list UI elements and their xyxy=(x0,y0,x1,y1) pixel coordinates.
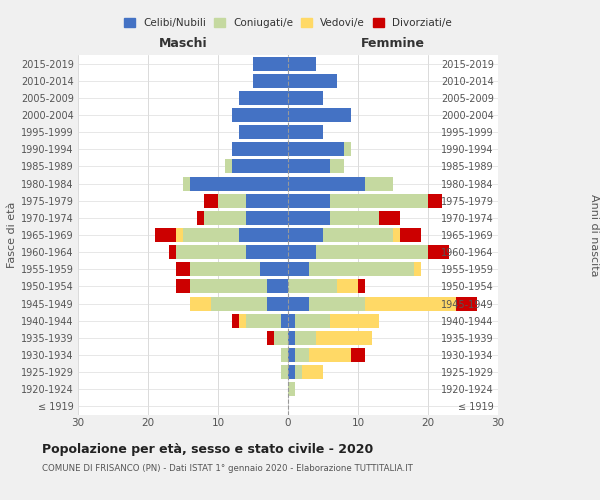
Bar xyxy=(218,194,246,207)
Bar xyxy=(246,194,288,207)
Bar xyxy=(288,382,295,396)
Bar xyxy=(393,228,400,242)
Bar xyxy=(232,142,288,156)
Bar xyxy=(176,262,190,276)
Bar xyxy=(323,228,393,242)
Bar xyxy=(351,348,365,362)
Bar xyxy=(316,331,372,345)
Bar xyxy=(295,365,302,379)
Bar xyxy=(288,228,323,242)
Bar xyxy=(288,56,316,70)
Bar xyxy=(183,228,239,242)
Bar xyxy=(288,211,330,225)
Bar xyxy=(288,365,295,379)
Bar xyxy=(337,280,358,293)
Bar xyxy=(288,108,351,122)
Bar xyxy=(288,194,330,207)
Bar xyxy=(281,314,288,328)
Bar xyxy=(197,211,204,225)
Bar xyxy=(232,160,288,173)
Bar xyxy=(176,245,246,259)
Bar xyxy=(204,194,218,207)
Bar xyxy=(288,280,337,293)
Bar xyxy=(239,125,288,139)
Bar xyxy=(169,245,176,259)
Text: Fasce di età: Fasce di età xyxy=(7,202,17,268)
Bar xyxy=(344,142,351,156)
Bar xyxy=(302,365,323,379)
Bar xyxy=(211,296,267,310)
Bar xyxy=(365,176,393,190)
Text: Femmine: Femmine xyxy=(361,37,425,50)
Text: Maschi: Maschi xyxy=(158,37,208,50)
Bar xyxy=(281,365,288,379)
Bar xyxy=(295,348,309,362)
Text: Anni di nascita: Anni di nascita xyxy=(589,194,599,276)
Bar xyxy=(288,74,337,88)
Bar xyxy=(414,262,421,276)
Bar xyxy=(190,280,267,293)
Bar xyxy=(295,314,330,328)
Bar xyxy=(253,56,288,70)
Bar xyxy=(176,280,190,293)
Bar xyxy=(365,296,456,310)
Bar xyxy=(267,331,274,345)
Bar xyxy=(267,296,288,310)
Bar xyxy=(309,348,351,362)
Bar xyxy=(288,142,344,156)
Bar xyxy=(288,91,323,105)
Bar xyxy=(330,194,428,207)
Bar xyxy=(288,160,330,173)
Bar xyxy=(288,262,309,276)
Legend: Celibi/Nubili, Coniugati/e, Vedovi/e, Divorziati/e: Celibi/Nubili, Coniugati/e, Vedovi/e, Di… xyxy=(124,18,452,28)
Bar xyxy=(309,296,365,310)
Bar xyxy=(246,245,288,259)
Bar xyxy=(309,262,414,276)
Bar xyxy=(316,245,428,259)
Bar xyxy=(239,91,288,105)
Bar xyxy=(232,108,288,122)
Bar xyxy=(400,228,421,242)
Bar xyxy=(330,314,379,328)
Bar xyxy=(330,160,344,173)
Bar xyxy=(176,228,183,242)
Bar xyxy=(232,314,239,328)
Bar xyxy=(281,348,288,362)
Bar xyxy=(379,211,400,225)
Bar xyxy=(330,211,379,225)
Bar xyxy=(288,296,309,310)
Bar xyxy=(288,176,365,190)
Bar xyxy=(225,160,232,173)
Bar xyxy=(260,262,288,276)
Bar xyxy=(239,228,288,242)
Bar xyxy=(155,228,176,242)
Bar xyxy=(239,314,246,328)
Bar xyxy=(190,296,211,310)
Bar xyxy=(288,348,295,362)
Bar xyxy=(253,74,288,88)
Bar xyxy=(288,331,295,345)
Bar xyxy=(428,245,449,259)
Bar xyxy=(456,296,477,310)
Bar xyxy=(274,331,288,345)
Bar xyxy=(246,314,281,328)
Bar xyxy=(267,280,288,293)
Text: COMUNE DI FRISANCO (PN) - Dati ISTAT 1° gennaio 2020 - Elaborazione TUTTITALIA.I: COMUNE DI FRISANCO (PN) - Dati ISTAT 1° … xyxy=(42,464,413,473)
Bar xyxy=(358,280,365,293)
Bar xyxy=(204,211,246,225)
Bar xyxy=(190,176,288,190)
Bar xyxy=(295,331,316,345)
Bar xyxy=(288,314,295,328)
Bar xyxy=(183,176,190,190)
Bar xyxy=(190,262,260,276)
Bar xyxy=(288,245,316,259)
Bar xyxy=(428,194,442,207)
Text: Popolazione per età, sesso e stato civile - 2020: Popolazione per età, sesso e stato civil… xyxy=(42,442,373,456)
Bar xyxy=(246,211,288,225)
Bar xyxy=(288,125,323,139)
